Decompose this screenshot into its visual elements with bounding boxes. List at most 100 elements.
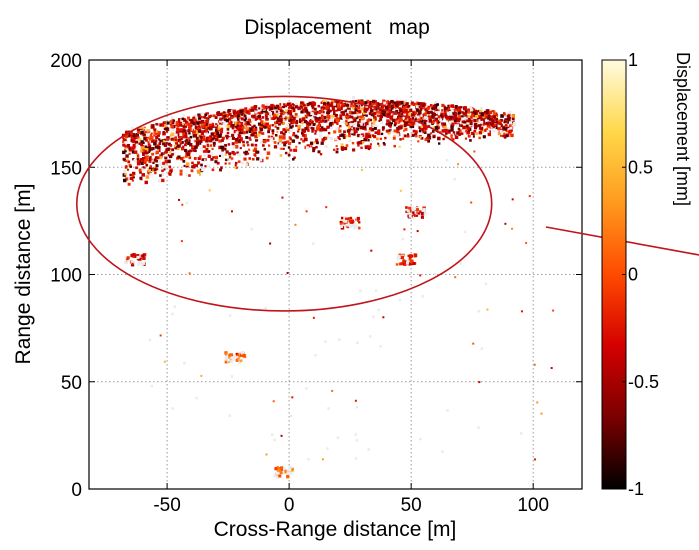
data-point (134, 140, 139, 145)
data-point (490, 118, 495, 123)
y-tick-label: 100 (50, 266, 82, 287)
data-point (240, 115, 244, 119)
data-point (395, 102, 399, 106)
data-point (231, 133, 235, 137)
data-point (142, 256, 146, 261)
data-point (165, 130, 169, 133)
data-point (325, 206, 328, 209)
data-point (228, 158, 232, 162)
data-point (174, 133, 178, 137)
data-point (495, 120, 499, 124)
data-point (237, 153, 241, 157)
data-point (197, 114, 201, 118)
data-point (188, 122, 192, 126)
data-point (227, 117, 232, 121)
data-point (357, 219, 360, 223)
data-point (261, 132, 265, 135)
data-point (267, 115, 271, 119)
data-point (282, 118, 286, 122)
data-point (357, 110, 361, 114)
data-point (148, 338, 152, 342)
data-point (233, 355, 237, 359)
data-point (449, 117, 454, 122)
data-point (352, 148, 356, 152)
data-point (267, 105, 271, 109)
data-point (251, 125, 255, 129)
data-point (413, 114, 416, 117)
data-point (126, 134, 131, 138)
data-point (185, 120, 188, 124)
data-point (375, 137, 379, 141)
data-point (415, 105, 419, 109)
data-point (272, 116, 276, 121)
data-point (348, 134, 351, 138)
data-point (212, 114, 216, 118)
data-point (297, 108, 300, 111)
data-point (172, 151, 176, 155)
data-point (154, 139, 158, 143)
data-point (245, 135, 249, 139)
data-point (432, 104, 436, 108)
data-point (351, 111, 355, 115)
data-point (300, 101, 303, 104)
data-point (224, 360, 228, 364)
data-point (169, 154, 173, 159)
data-point (451, 118, 455, 122)
data-point (417, 117, 422, 121)
data-point (404, 99, 408, 103)
data-point (182, 145, 185, 148)
data-point (157, 160, 161, 164)
data-point (251, 131, 255, 135)
data-point (164, 121, 167, 124)
data-point (124, 172, 127, 176)
data-point (158, 142, 162, 146)
data-point (123, 144, 127, 148)
data-point (337, 127, 340, 130)
data-point (444, 115, 449, 119)
data-point (390, 99, 394, 104)
data-point (276, 466, 279, 469)
data-point (249, 120, 252, 123)
data-point (408, 118, 411, 121)
data-point (224, 143, 227, 147)
data-point (206, 145, 210, 148)
data-point (181, 203, 184, 206)
data-point (214, 160, 218, 164)
data-point (459, 262, 463, 265)
data-point (208, 115, 212, 119)
data-point (243, 151, 246, 154)
data-point (340, 111, 343, 114)
data-point (184, 140, 187, 143)
data-point (154, 171, 157, 175)
data-point (280, 112, 284, 116)
data-point (437, 142, 441, 145)
data-point (185, 173, 189, 177)
data-point (377, 144, 381, 147)
data-point (244, 122, 248, 125)
data-point (287, 141, 292, 145)
data-point (343, 130, 346, 134)
data-point (188, 156, 192, 160)
data-point (186, 152, 190, 157)
data-point (419, 102, 423, 106)
data-point (148, 167, 152, 170)
data-point (458, 106, 461, 109)
data-point (466, 126, 470, 130)
data-point (335, 127, 339, 131)
data-point (373, 135, 377, 139)
data-point (271, 112, 275, 116)
data-point (245, 123, 248, 126)
data-point (423, 212, 427, 216)
data-point (133, 150, 138, 154)
data-point (454, 107, 457, 110)
data-point (492, 129, 496, 133)
data-point (336, 148, 339, 151)
data-point (218, 139, 222, 143)
data-point (169, 123, 173, 126)
data-point (237, 114, 240, 117)
data-point (436, 121, 440, 125)
data-point (446, 409, 449, 412)
data-point (141, 173, 146, 177)
data-point (188, 174, 191, 177)
data-point (323, 106, 327, 110)
